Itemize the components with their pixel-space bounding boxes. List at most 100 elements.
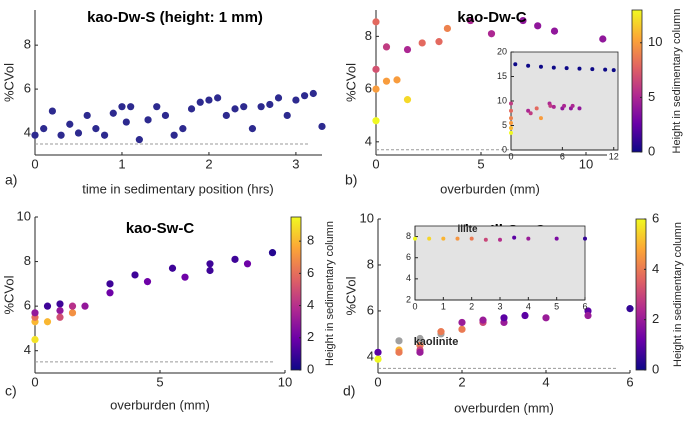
data-point	[318, 122, 326, 131]
data-point	[584, 311, 592, 320]
inset-point	[603, 67, 608, 72]
data-point	[374, 348, 382, 356]
x-tick-label: 2	[458, 374, 465, 389]
data-point	[31, 131, 39, 139]
data-point	[479, 316, 487, 324]
colorbar-tick-label: 4	[307, 297, 314, 312]
data-point	[109, 109, 117, 117]
data-point	[487, 30, 496, 38]
x-tick-label: 4	[542, 374, 549, 389]
inset-point	[590, 67, 595, 72]
data-point	[68, 302, 77, 310]
data-point	[231, 105, 239, 113]
colorbar-tick-label: 6	[307, 265, 314, 280]
colorbar-tick-label: 2	[652, 311, 659, 326]
data-point	[56, 300, 64, 308]
data-point	[187, 105, 196, 113]
colorbar	[290, 216, 302, 371]
x-tick-label: 10	[579, 156, 593, 171]
chart-title: kao-Dw-S (height: 1 mm)	[87, 9, 263, 26]
x-axis-label: overburden (mm)	[110, 397, 210, 412]
data-point	[92, 125, 100, 133]
x-axis-label: overburden (mm)	[440, 181, 540, 196]
y-tick-label: 10	[360, 210, 374, 225]
y-tick-label: 8	[367, 256, 374, 271]
x-tick-label: 0	[372, 156, 379, 171]
data-point	[222, 111, 230, 120]
inset-point	[551, 104, 556, 109]
data-point	[206, 266, 214, 275]
data-point	[372, 85, 380, 93]
data-point	[43, 302, 52, 310]
x-tick-label: 5	[477, 156, 484, 171]
x-tick-label: 6	[626, 374, 633, 389]
data-point	[458, 325, 466, 333]
inset-point	[509, 101, 513, 106]
data-point	[106, 289, 114, 297]
inset-point	[570, 103, 575, 108]
inset-point	[509, 130, 513, 135]
data-point	[418, 39, 426, 47]
data-point	[81, 302, 89, 310]
y-tick-label: 6	[24, 81, 31, 96]
x-tick-label: 4	[526, 301, 531, 311]
data-point	[248, 125, 257, 133]
data-point	[372, 65, 380, 73]
panel: 0 5 10 4 6 8 kao-Dw-C b) overburden (mm) %CVol 0 5 1…	[343, 9, 682, 197]
data-point	[57, 131, 65, 139]
inset-point	[513, 62, 518, 67]
data-point	[231, 255, 239, 263]
y-axis-label: %CVol	[1, 275, 16, 314]
panel-label: c)	[5, 383, 17, 399]
inset-point	[538, 64, 543, 69]
y-tick-label: 6	[367, 302, 374, 317]
inset-point	[498, 237, 502, 242]
y-tick-label: 4	[24, 342, 31, 357]
colorbar-label: Height in sedimentary column	[671, 9, 683, 154]
y-tick-label: 5	[502, 120, 507, 130]
inset-point	[526, 108, 531, 113]
panel-label: d)	[343, 383, 355, 399]
data-point	[206, 260, 214, 268]
inset-point	[548, 103, 553, 108]
y-tick-label: 15	[497, 71, 507, 81]
data-point	[393, 76, 401, 84]
colorbar-label: Height in sedimentary column	[672, 222, 684, 367]
inset-point	[538, 116, 543, 121]
inset-point	[562, 103, 567, 108]
data-point	[309, 89, 317, 98]
data-point	[243, 260, 252, 268]
data-point	[31, 309, 39, 317]
data-point	[181, 273, 189, 281]
panel: 024646810kaoIll-Sw-Cd)overburden (mm)%CV…	[343, 210, 684, 415]
inset-point	[528, 111, 533, 116]
x-tick-label: 10	[278, 374, 292, 389]
data-point	[48, 107, 56, 115]
inset-point	[526, 63, 531, 68]
data-point	[74, 129, 83, 137]
data-point	[626, 305, 634, 313]
data-point	[153, 103, 161, 111]
data-point	[534, 22, 542, 30]
data-point	[372, 18, 380, 26]
inset-point	[427, 236, 432, 241]
data-point	[257, 103, 265, 111]
colorbar-tick-label: 8	[307, 233, 314, 248]
chart-title: kao-Dw-C	[457, 9, 526, 26]
inset-point	[469, 236, 474, 241]
data-point	[443, 24, 451, 33]
data-point	[168, 264, 177, 272]
y-tick-label: 20	[497, 46, 507, 56]
colorbar-tick-label: 0	[652, 361, 659, 376]
data-point	[214, 94, 222, 102]
data-point	[66, 120, 74, 128]
x-tick-label: 1	[118, 156, 125, 171]
colorbar-tick-label: 4	[652, 261, 659, 276]
data-point	[161, 111, 170, 120]
data-point	[382, 43, 391, 51]
y-tick-label: 4	[24, 124, 31, 139]
inset-point	[526, 236, 531, 241]
inset-point	[611, 68, 616, 73]
data-point	[542, 314, 550, 322]
